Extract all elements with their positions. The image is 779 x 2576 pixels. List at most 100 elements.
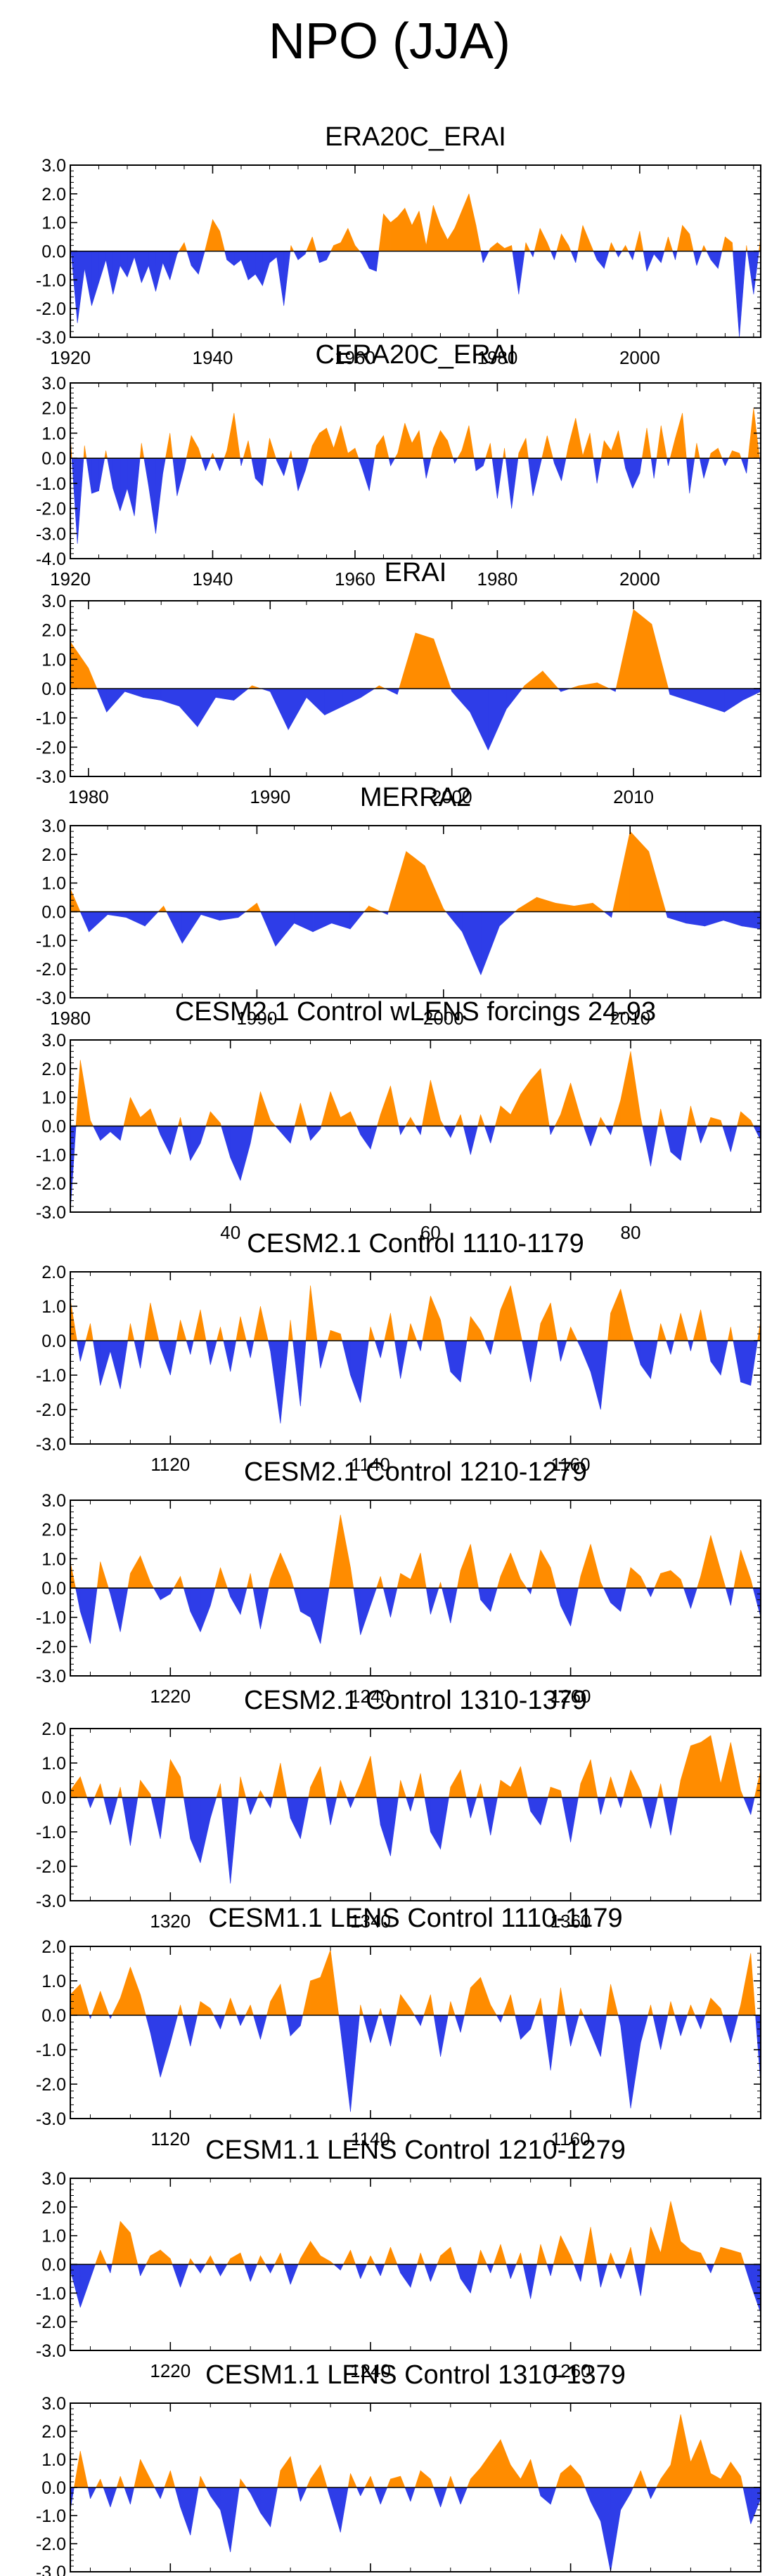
data-area <box>297 2487 301 2502</box>
data-area <box>750 1797 755 1815</box>
data-area <box>193 2264 201 2274</box>
data-area <box>257 903 262 912</box>
data-area <box>540 1797 548 1826</box>
data-area <box>400 1126 406 1136</box>
data-area <box>74 2450 81 2488</box>
data-area <box>160 1587 171 1601</box>
y-tick-label: 2.0 <box>41 1937 66 1957</box>
data-area <box>240 2015 246 2026</box>
data-area <box>342 688 361 707</box>
data-area <box>497 242 505 252</box>
data-area <box>290 2015 301 2037</box>
data-area <box>542 670 559 689</box>
data-area <box>670 2201 681 2265</box>
data-area <box>614 251 619 257</box>
data-area <box>404 208 413 252</box>
data-area <box>575 417 584 459</box>
data-area <box>743 1797 752 1815</box>
data-area <box>363 905 369 912</box>
data-area <box>651 624 669 689</box>
data-area <box>290 450 293 459</box>
data-area <box>397 207 406 252</box>
y-tick-label: 1.0 <box>41 1754 66 1774</box>
data-area <box>656 2478 661 2488</box>
data-area <box>680 1313 688 1341</box>
x-tick-label: 1360 <box>551 1911 591 1932</box>
data-area <box>186 435 192 459</box>
data-area <box>499 911 516 927</box>
data-area <box>720 1340 728 1376</box>
data-area <box>350 2015 360 2112</box>
data-area <box>617 1797 622 1808</box>
data-area <box>75 1060 81 1126</box>
data-area <box>416 2253 421 2265</box>
y-tick-label: -3.0 <box>36 328 66 348</box>
data-area <box>482 457 486 466</box>
data-area <box>153 1587 161 1601</box>
x-tick-label: 2000 <box>619 347 660 368</box>
data-area <box>470 1977 481 2016</box>
data-area <box>374 2487 381 2505</box>
data-area <box>173 1575 181 1589</box>
data-area <box>640 1117 643 1126</box>
data-area <box>350 1111 357 1126</box>
data-area <box>368 457 375 491</box>
y-tick-label: -2.0 <box>36 738 66 757</box>
data-area <box>240 1587 247 1615</box>
data-area <box>727 1327 731 1341</box>
data-area <box>410 2008 416 2016</box>
data-area <box>134 1340 141 1369</box>
data-area <box>380 2264 385 2276</box>
y-tick-label: -3.0 <box>36 989 66 1008</box>
data-area <box>580 1544 591 1589</box>
data-area <box>96 1561 101 1589</box>
data-area <box>485 443 491 459</box>
data-area <box>155 457 163 534</box>
data-area <box>390 2246 398 2265</box>
data-area <box>714 2246 721 2265</box>
data-area <box>527 1797 531 1811</box>
data-area <box>450 2246 456 2265</box>
data-area <box>164 2470 171 2488</box>
data-area <box>553 2235 561 2265</box>
data-area <box>728 450 733 459</box>
data-area <box>440 1582 442 1589</box>
chart-title: CESM2.1 Control 1210-1279 <box>244 1457 587 1487</box>
data-area <box>520 2459 531 2488</box>
data-area <box>689 457 695 494</box>
data-area <box>356 1126 361 1135</box>
data-area <box>550 1126 555 1135</box>
data-area <box>388 457 391 466</box>
data-area <box>606 1984 611 2016</box>
y-tick-label: 2.0 <box>41 399 66 419</box>
data-area <box>454 2015 461 2033</box>
data-area <box>676 225 683 252</box>
data-area <box>186 1340 191 1355</box>
data-area <box>560 2235 571 2265</box>
data-area <box>342 1340 351 1376</box>
data-area <box>653 457 657 479</box>
data-area <box>96 688 107 713</box>
data-area <box>264 2264 271 2274</box>
data-area <box>470 1126 478 1155</box>
data-area <box>316 1340 321 1369</box>
data-area <box>79 1060 91 1126</box>
data-area <box>397 423 406 459</box>
data-area <box>120 1340 128 1389</box>
data-area <box>77 1340 81 1362</box>
y-tick-label: 0.0 <box>41 1579 66 1599</box>
data-area <box>704 911 724 927</box>
data-area <box>216 1327 221 1341</box>
data-area <box>457 450 463 459</box>
data-area <box>430 1587 439 1615</box>
data-area <box>654 1573 661 1589</box>
data-area <box>640 2470 648 2488</box>
data-area <box>504 448 506 459</box>
data-area <box>500 1105 511 1126</box>
data-area <box>230 2487 240 2553</box>
data-area <box>368 251 377 272</box>
x-tick-label: 1260 <box>551 2360 591 2381</box>
chart-title: CESM1.1 LENS Control 1310-1379 <box>205 2360 626 2390</box>
data-area <box>288 688 307 731</box>
y-tick-label: -1.0 <box>36 2506 66 2526</box>
